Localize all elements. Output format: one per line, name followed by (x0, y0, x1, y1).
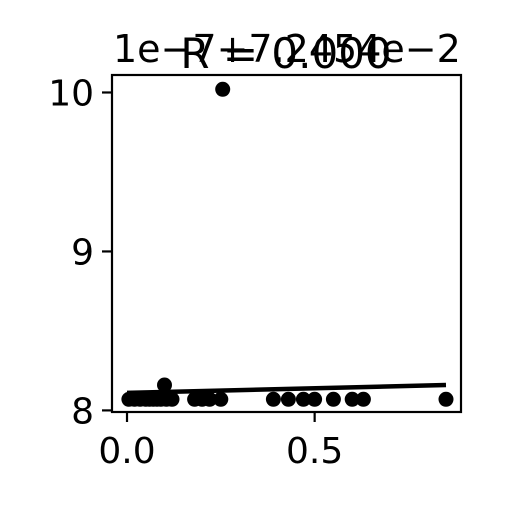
data-point (265, 391, 281, 407)
data-point (202, 391, 218, 407)
data-point (325, 391, 341, 407)
y-tick-label: 9 (71, 232, 94, 273)
chart-title: R = 0.000 (180, 29, 391, 78)
y-axis: 8 9 10 (48, 73, 112, 432)
points-layer (121, 81, 454, 407)
data-point (307, 391, 323, 407)
y-tick-label: 8 (71, 391, 94, 432)
x-tick-label: 0.5 (286, 431, 343, 472)
data-point (213, 391, 229, 407)
data-point (295, 391, 311, 407)
data-point (164, 391, 180, 407)
data-point (355, 391, 371, 407)
x-tick-label: 0.0 (98, 431, 155, 472)
axis-offset-text: 1e−7+7.2454e−2 (113, 27, 461, 71)
fit-line (126, 382, 447, 396)
data-point (215, 81, 231, 97)
data-point (157, 377, 172, 393)
data-point (344, 391, 360, 407)
plot-frame (110, 73, 463, 414)
x-axis: 0.0 0.5 (98, 412, 343, 472)
data-point (438, 391, 454, 407)
data-point (280, 391, 296, 407)
y-tick-label: 10 (48, 73, 94, 114)
